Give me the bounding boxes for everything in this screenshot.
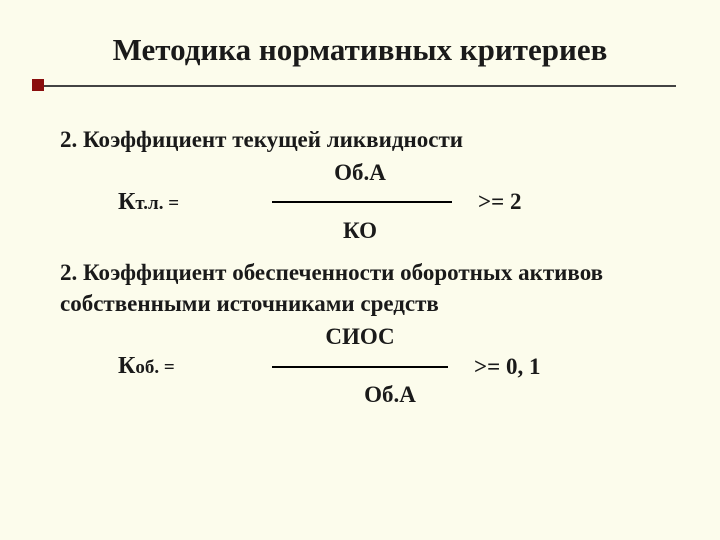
formula-1-numerator: Об.А (60, 159, 660, 188)
formula-2-frac-bar (272, 366, 448, 368)
formula-1-frac-bar (272, 201, 452, 203)
formula-2-coeff-main: К (118, 353, 135, 379)
formula-2-threshold: >= 0, 1 (462, 353, 540, 381)
title-accent-square (32, 79, 44, 91)
formula-2-numerator: СИОС (60, 323, 660, 352)
formula-2-denominator: Об.А (60, 381, 660, 410)
title-rule (44, 85, 676, 87)
formula-2-coeff: Коб. = (60, 352, 258, 381)
formula-2-mid-row: Коб. = >= 0, 1 (60, 352, 660, 381)
formula-1: Об.А Кт.л. = >= 2 КО (60, 159, 660, 245)
content-area: 2. Коэффициент текущей ликвидности Об.А … (60, 124, 660, 422)
formula-1-coeff-suffix: т.л. = (135, 193, 179, 214)
formula-2: СИОС Коб. = >= 0, 1 Об.А (60, 323, 660, 409)
formula-1-denominator: КО (60, 217, 660, 246)
slide: Методика нормативных критериев 2. Коэффи… (0, 0, 720, 540)
formula-1-coeff: Кт.л. = (60, 188, 258, 217)
formula-1-mid-row: Кт.л. = >= 2 (60, 188, 660, 217)
formula-2-coeff-suffix: об. = (135, 357, 174, 378)
formula-1-coeff-main: К (118, 189, 135, 215)
section-heading-1: 2. Коэффициент текущей ликвидности (60, 124, 660, 155)
formula-1-threshold: >= 2 (466, 188, 521, 216)
slide-title: Методика нормативных критериев (0, 32, 720, 68)
section-heading-2: 2. Коэффициент обеспеченности оборотных … (60, 257, 660, 319)
